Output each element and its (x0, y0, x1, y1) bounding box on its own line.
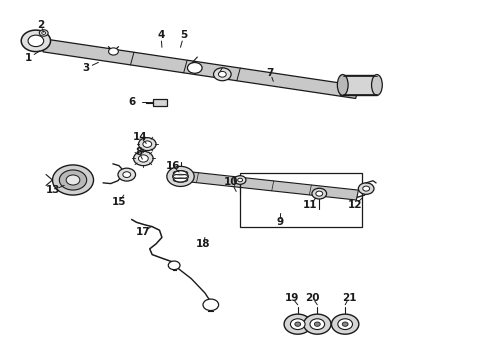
Circle shape (312, 188, 327, 199)
Circle shape (188, 63, 202, 73)
Text: 12: 12 (348, 200, 362, 210)
Circle shape (295, 322, 301, 326)
Text: 21: 21 (342, 293, 356, 303)
Circle shape (123, 172, 131, 177)
Circle shape (363, 186, 369, 191)
Text: 15: 15 (112, 197, 126, 207)
Circle shape (214, 68, 231, 81)
Circle shape (118, 168, 136, 181)
Circle shape (109, 48, 119, 55)
Circle shape (342, 322, 348, 326)
Circle shape (59, 170, 87, 190)
Polygon shape (43, 39, 359, 99)
Circle shape (234, 176, 246, 184)
Text: 17: 17 (136, 227, 151, 237)
Circle shape (316, 191, 323, 196)
Circle shape (167, 166, 194, 186)
Text: 10: 10 (224, 177, 239, 187)
Circle shape (304, 314, 331, 334)
Ellipse shape (337, 75, 348, 95)
Text: 2: 2 (37, 20, 45, 30)
Text: 3: 3 (83, 63, 90, 73)
Polygon shape (168, 170, 358, 200)
Circle shape (143, 141, 152, 147)
Text: 14: 14 (133, 132, 147, 142)
Circle shape (358, 183, 374, 194)
Circle shape (52, 165, 94, 195)
Text: 19: 19 (285, 293, 299, 303)
Circle shape (66, 175, 80, 185)
Circle shape (310, 319, 325, 329)
Text: 5: 5 (180, 30, 188, 40)
Circle shape (134, 151, 153, 166)
Circle shape (39, 30, 48, 36)
Text: 18: 18 (196, 239, 211, 249)
Text: 4: 4 (157, 30, 165, 40)
Circle shape (238, 178, 243, 182)
Text: 7: 7 (267, 68, 274, 78)
Circle shape (172, 171, 188, 182)
Circle shape (139, 155, 148, 162)
Circle shape (203, 299, 219, 311)
FancyBboxPatch shape (153, 99, 167, 107)
Circle shape (21, 30, 50, 51)
Text: 6: 6 (128, 97, 135, 107)
Circle shape (338, 319, 352, 329)
Circle shape (291, 319, 305, 329)
Circle shape (139, 138, 156, 150)
Text: 20: 20 (305, 293, 319, 303)
Text: 13: 13 (46, 185, 61, 195)
Circle shape (284, 314, 312, 334)
Circle shape (42, 32, 46, 35)
Text: 8: 8 (135, 147, 143, 157)
Text: 11: 11 (303, 200, 317, 210)
Bar (340, 75, 377, 95)
Ellipse shape (371, 75, 382, 95)
Circle shape (331, 314, 359, 334)
Circle shape (315, 322, 320, 326)
Bar (240, 173, 362, 226)
Circle shape (219, 71, 226, 77)
Circle shape (168, 261, 180, 270)
Text: 1: 1 (25, 53, 32, 63)
Text: 9: 9 (277, 217, 284, 227)
Circle shape (28, 35, 44, 46)
Text: 16: 16 (166, 161, 180, 171)
